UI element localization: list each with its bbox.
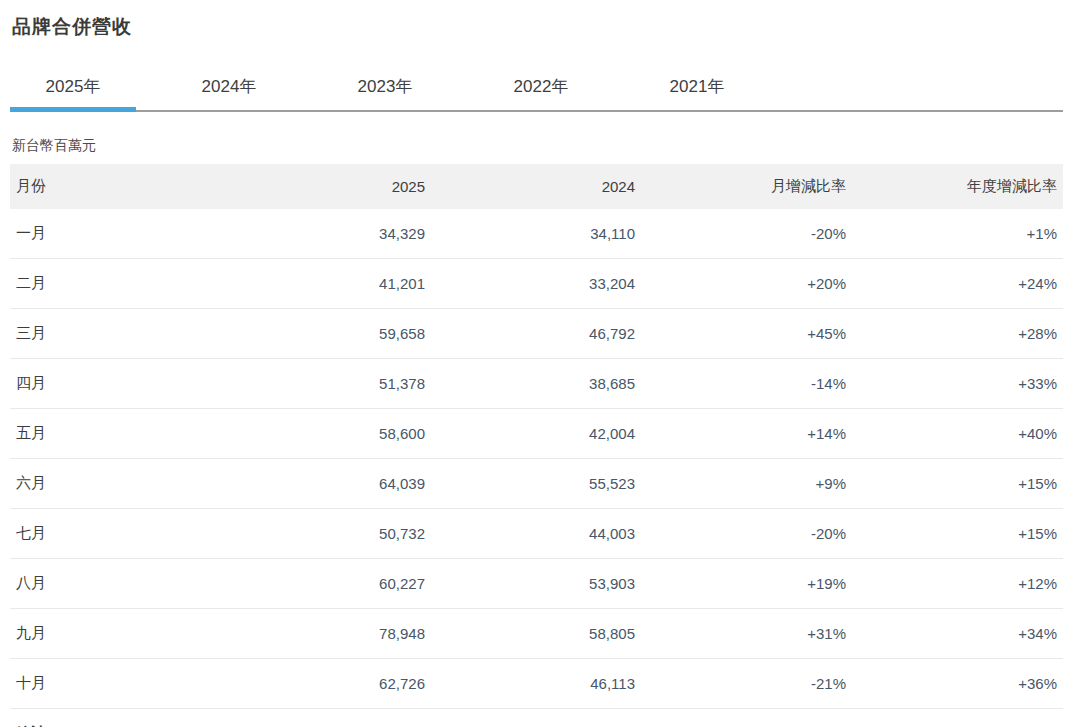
column-header-4: 年度增減比率 [852,164,1063,209]
table-row: 八月60,22753,903+19%+12% [10,559,1063,609]
mom-change-cell: -20% [641,509,852,559]
column-header-2: 2024 [431,164,641,209]
value-2024-cell: 46,113 [431,659,641,709]
mom-change-cell: +45% [641,309,852,359]
yoy-change-cell: +33% [852,359,1063,409]
yoy-change-cell: +15% [852,509,1063,559]
table-row: 二月41,20133,204+20%+24% [10,259,1063,309]
yoy-change-cell: +24% [852,709,1063,727]
value-2025-cell: 64,039 [221,459,431,509]
mom-change-cell: -20% [641,209,852,259]
table-header-row: 月份20252024月增減比率年度增減比率 [10,164,1063,209]
tab-year-2022[interactable]: 2022年 [478,67,604,110]
month-cell: 總計 [10,709,221,727]
value-2024-cell: 453,142 [431,709,641,727]
value-2025-cell: 41,201 [221,259,431,309]
month-cell: 二月 [10,259,221,309]
yoy-change-cell: +12% [852,559,1063,609]
value-2024-cell: 42,004 [431,409,641,459]
value-2024-cell: 44,003 [431,509,641,559]
mom-change-cell: +31% [641,609,852,659]
table-row: 三月59,65846,792+45%+28% [10,309,1063,359]
value-2024-cell: 33,204 [431,259,641,309]
month-cell: 五月 [10,409,221,459]
month-cell: 三月 [10,309,221,359]
yoy-change-cell: +1% [852,209,1063,259]
table-row: 五月58,60042,004+14%+40% [10,409,1063,459]
tab-year-2024[interactable]: 2024年 [166,67,292,110]
value-2025-cell: 58,600 [221,409,431,459]
mom-change-cell: +14% [641,409,852,459]
month-cell: 六月 [10,459,221,509]
month-cell: 八月 [10,559,221,609]
value-2024-cell: 53,903 [431,559,641,609]
tab-year-2025[interactable]: 2025年 [10,67,136,110]
month-cell: 四月 [10,359,221,409]
mom-change-cell: -21% [641,659,852,709]
month-cell: 十月 [10,659,221,709]
mom-change-cell: +9% [641,459,852,509]
month-cell: 一月 [10,209,221,259]
revenue-page: 品牌合併營收 2025年2024年2023年2022年2021年 新台幣百萬元 … [0,0,1073,727]
year-tabs: 2025年 2024年 2023年 2022年 2021年 [10,67,1063,112]
table-row: 一月34,32934,110-20%+1% [10,209,1063,259]
mom-change-cell [641,709,852,727]
month-cell: 九月 [10,609,221,659]
value-2024-cell: 38,685 [431,359,641,409]
yoy-change-cell: +15% [852,459,1063,509]
table-body: 一月34,32934,110-20%+1%二月41,20133,204+20%+… [10,209,1063,727]
value-2024-cell: 34,110 [431,209,641,259]
tab-year-2023[interactable]: 2023年 [322,67,448,110]
value-2025-cell: 561,839 [221,709,431,727]
table-row: 四月51,37838,685-14%+33% [10,359,1063,409]
value-2024-cell: 46,792 [431,309,641,359]
total-row: 總計561,839453,142 +24% [10,709,1063,727]
mom-change-cell: +19% [641,559,852,609]
column-header-1: 2025 [221,164,431,209]
value-2024-cell: 55,523 [431,459,641,509]
yoy-change-cell: +40% [852,409,1063,459]
value-2025-cell: 62,726 [221,659,431,709]
table-row: 七月50,73244,003-20%+15% [10,509,1063,559]
column-header-0: 月份 [10,164,221,209]
value-2024-cell: 58,805 [431,609,641,659]
value-2025-cell: 51,378 [221,359,431,409]
value-2025-cell: 50,732 [221,509,431,559]
yoy-change-cell: +36% [852,659,1063,709]
month-cell: 七月 [10,509,221,559]
yoy-change-cell: +34% [852,609,1063,659]
yoy-change-cell: +24% [852,259,1063,309]
value-2025-cell: 34,329 [221,209,431,259]
table-row: 六月64,03955,523+9%+15% [10,459,1063,509]
page-title: 品牌合併營收 [12,14,1063,40]
revenue-table: 月份20252024月增減比率年度增減比率 一月34,32934,110-20%… [10,164,1063,727]
value-2025-cell: 78,948 [221,609,431,659]
value-2025-cell: 59,658 [221,309,431,359]
table-row: 九月78,94858,805+31%+34% [10,609,1063,659]
table-row: 十月62,72646,113-21%+36% [10,659,1063,709]
yoy-change-cell: +28% [852,309,1063,359]
currency-unit-note: 新台幣百萬元 [12,137,1063,155]
mom-change-cell: +20% [641,259,852,309]
mom-change-cell: -14% [641,359,852,409]
value-2025-cell: 60,227 [221,559,431,609]
column-header-3: 月增減比率 [641,164,852,209]
tab-year-2021[interactable]: 2021年 [634,67,760,110]
